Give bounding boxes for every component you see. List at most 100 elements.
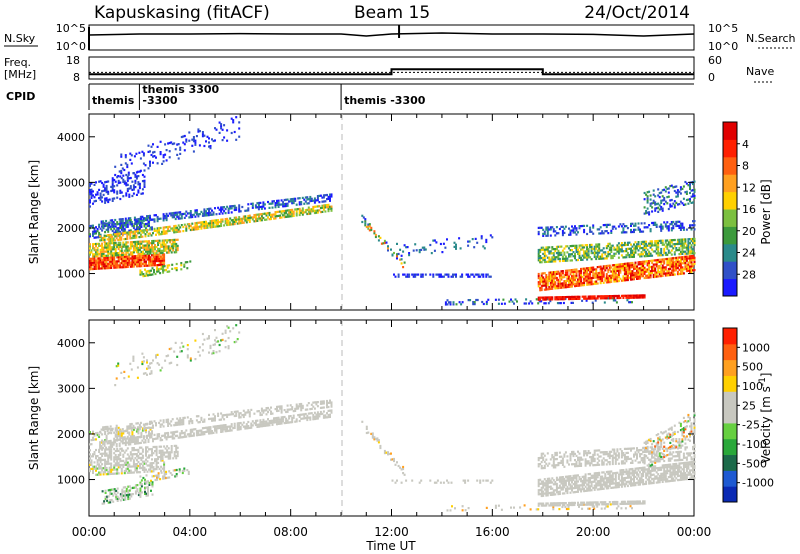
colorbar-tick-label-2: 12 bbox=[742, 181, 756, 194]
cell bbox=[126, 247, 129, 250]
cell bbox=[578, 276, 581, 279]
cell bbox=[148, 254, 150, 257]
cell bbox=[151, 422, 153, 425]
cell bbox=[96, 261, 99, 264]
cell bbox=[232, 121, 235, 124]
cell bbox=[108, 260, 111, 263]
cell bbox=[96, 242, 99, 245]
cell bbox=[648, 276, 651, 279]
cell bbox=[639, 271, 641, 274]
cell bbox=[129, 241, 132, 244]
cell bbox=[148, 269, 151, 272]
cell bbox=[170, 445, 173, 448]
cell bbox=[455, 303, 458, 306]
cell bbox=[256, 423, 259, 426]
cell bbox=[309, 210, 312, 213]
cell bbox=[167, 424, 170, 427]
cell bbox=[212, 417, 215, 420]
cell bbox=[593, 282, 596, 285]
cell bbox=[274, 211, 277, 214]
cell bbox=[307, 210, 310, 213]
cell bbox=[643, 294, 646, 297]
cell bbox=[180, 262, 183, 265]
cell bbox=[148, 248, 150, 251]
cell bbox=[448, 301, 450, 304]
cell bbox=[220, 206, 223, 209]
cell bbox=[642, 294, 645, 297]
cell bbox=[587, 283, 590, 286]
cell bbox=[692, 250, 694, 253]
cell bbox=[452, 303, 455, 306]
cell bbox=[286, 213, 289, 216]
cell bbox=[543, 280, 546, 283]
cell bbox=[552, 273, 555, 276]
cell bbox=[540, 280, 543, 283]
cell bbox=[617, 256, 620, 259]
cell bbox=[109, 425, 112, 428]
cell bbox=[146, 248, 149, 251]
cell bbox=[574, 297, 576, 300]
cell bbox=[685, 255, 688, 258]
cell bbox=[595, 280, 598, 283]
cell bbox=[101, 242, 104, 245]
cell bbox=[155, 245, 158, 249]
cell bbox=[116, 429, 119, 432]
cell bbox=[626, 274, 629, 277]
cell bbox=[176, 230, 179, 233]
cell bbox=[599, 226, 602, 229]
cell bbox=[95, 242, 97, 246]
cell bbox=[689, 252, 691, 255]
cell bbox=[163, 239, 166, 242]
cell bbox=[406, 246, 409, 249]
cell bbox=[111, 225, 114, 228]
cell bbox=[628, 262, 631, 265]
cell bbox=[121, 232, 124, 235]
cell bbox=[185, 138, 188, 141]
cell bbox=[134, 263, 137, 266]
cell bbox=[669, 273, 672, 277]
cell bbox=[95, 469, 97, 472]
cell bbox=[194, 226, 197, 229]
cell bbox=[122, 178, 125, 181]
cell bbox=[271, 419, 274, 422]
cell bbox=[92, 202, 94, 205]
cell bbox=[549, 258, 552, 261]
cell bbox=[166, 239, 169, 242]
cell bbox=[622, 263, 625, 266]
cell bbox=[329, 409, 331, 412]
cell bbox=[444, 301, 447, 304]
cell bbox=[596, 297, 599, 300]
cell bbox=[123, 437, 126, 441]
cell bbox=[660, 268, 663, 271]
cell bbox=[134, 453, 137, 456]
cell bbox=[589, 279, 592, 282]
cell bbox=[563, 280, 566, 283]
cell bbox=[95, 457, 97, 460]
cell bbox=[548, 260, 551, 263]
cell bbox=[295, 208, 298, 211]
cell bbox=[664, 186, 667, 189]
cell bbox=[197, 130, 200, 133]
cell bbox=[117, 245, 120, 248]
cell bbox=[545, 234, 548, 237]
cell bbox=[195, 213, 198, 216]
cell bbox=[282, 418, 285, 421]
cell bbox=[560, 270, 563, 273]
velocity-cells bbox=[89, 324, 696, 512]
cell bbox=[172, 457, 175, 460]
cell bbox=[98, 261, 101, 264]
cell bbox=[580, 282, 583, 285]
cell bbox=[93, 230, 96, 233]
cell bbox=[247, 411, 250, 414]
cell bbox=[129, 185, 132, 188]
cell bbox=[537, 259, 540, 262]
cell bbox=[90, 224, 93, 227]
cell bbox=[150, 434, 153, 437]
cell bbox=[152, 232, 154, 235]
cell bbox=[123, 180, 126, 183]
cell bbox=[168, 270, 171, 273]
cell bbox=[575, 284, 578, 287]
cell bbox=[218, 225, 221, 228]
cell bbox=[667, 263, 670, 266]
cell bbox=[135, 263, 138, 266]
